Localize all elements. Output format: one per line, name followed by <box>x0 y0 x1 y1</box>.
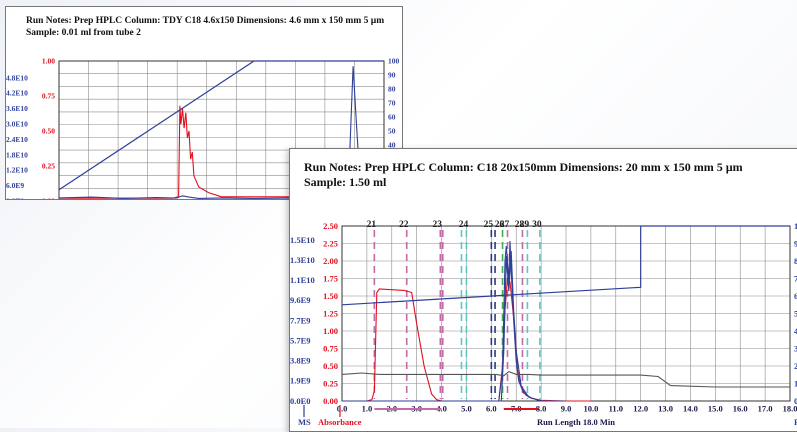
ms-tick-label: 4.8E10 <box>6 73 28 82</box>
series-line-percent <box>341 225 790 306</box>
ms-tick-label: 0.0E0 <box>6 197 24 201</box>
absorbance-tick-label: 0.25 <box>42 162 55 171</box>
ms-tick-label: 5.7E9 <box>290 335 311 345</box>
ms-tick-label: 1.1E10 <box>290 275 315 285</box>
ms-tick-label: 7.7E9 <box>290 315 311 325</box>
plot-area <box>58 60 385 199</box>
ms-tick-label: 6.0E9 <box>6 181 24 190</box>
absorbance-tick-label: 1.75 <box>323 273 338 283</box>
absorbance-tick-label: 2.50 <box>323 221 338 231</box>
percent-tick-label: 100 <box>388 57 400 66</box>
x-tick-label: 16.0 <box>733 404 748 414</box>
absorbance-tick-label: 0.50 <box>323 361 338 371</box>
run-notes-1: Run Notes: Prep HPLC Column: TDY C18 4.6… <box>26 15 384 39</box>
percent-tick-label: 7 <box>794 273 797 283</box>
percent-tick-label: 1 <box>794 221 797 231</box>
fraction-label: 29 <box>520 220 530 230</box>
absorbance-axis-label: Absorbance <box>318 417 362 427</box>
absorbance-tick-label: 0.25 <box>323 378 338 388</box>
series-line-ms-2 <box>342 250 566 402</box>
x-tick-label: 1.0 <box>362 404 373 414</box>
x-tick-label: 10.0 <box>583 404 598 414</box>
x-tick-label: 18.0 <box>783 404 797 414</box>
percent-tick-label: 1 <box>794 378 797 388</box>
x-tick-label: 15.0 <box>708 404 723 414</box>
percent-tick-label: 2 <box>794 361 797 371</box>
run-notes-line: Run Notes: Prep HPLC Column: TDY C18 4.6… <box>26 16 385 26</box>
x-tick-label: 0.0 <box>337 404 348 414</box>
ms-tick-label: 2.4E10 <box>6 135 28 144</box>
fraction-label: 23 <box>433 220 443 230</box>
ms-tick-label: 1.8E10 <box>6 150 28 159</box>
percent-tick-label: 70 <box>388 99 396 108</box>
chart-panel-2: Run Notes: Prep HPLC Column: C18 20x150m… <box>289 148 797 432</box>
sample-line: Sample: 0.01 ml from tube 2 <box>26 28 141 38</box>
series-line-uv-2 <box>341 370 790 388</box>
absorbance-tick-label: 2.25 <box>323 238 338 248</box>
ms-tick-label: 9.6E9 <box>290 295 311 305</box>
absorbance-tick-label: 0.00 <box>42 197 55 201</box>
x-tick-label: 5.0 <box>461 404 472 414</box>
x-tick-label: 6.0 <box>486 404 497 414</box>
ms-tick-label: 0.0E0 <box>290 396 311 406</box>
x-tick-label: 17.0 <box>758 404 773 414</box>
ms-tick-label: 3.8E9 <box>290 356 311 366</box>
x-tick-label: 12.0 <box>633 404 648 414</box>
fraction-label: 24 <box>459 220 469 230</box>
percent-tick-label: 80 <box>388 85 396 94</box>
percent-tick-label: 5 <box>794 308 797 318</box>
fraction-label: 25 <box>484 220 494 230</box>
fraction-label: 22 <box>399 220 409 230</box>
x-tick-label: 13.0 <box>658 404 673 414</box>
x-tick-label: 9.0 <box>561 404 572 414</box>
series-line-percent <box>58 60 384 191</box>
x-axis-title: Run Length 18.0 Min <box>537 417 615 427</box>
percent-tick-label: 6 <box>794 291 797 301</box>
ms-tick-label: 1.9E9 <box>290 376 311 386</box>
ms-tick-label: 1.2E10 <box>6 166 28 175</box>
percent-tick-label: 0 <box>794 396 797 406</box>
absorbance-tick-label: 2.00 <box>323 256 338 266</box>
absorbance-tick-label: 0.75 <box>323 343 338 353</box>
ms-tick-label: 3.0E10 <box>6 120 28 129</box>
run-notes-2: Run Notes: Prep HPLC Column: C18 20x150m… <box>304 160 743 190</box>
sample-line: Sample: 1.50 ml <box>304 175 387 189</box>
ms-tick-label: 4.2E10 <box>6 89 28 98</box>
percent-tick-label: 50 <box>388 127 396 136</box>
percent-axis-label: Perce <box>794 417 797 427</box>
percent-tick-label: 3 <box>794 343 797 353</box>
percent-tick-label: 60 <box>388 113 396 122</box>
absorbance-tick-label: 0.00 <box>323 396 338 406</box>
fraction-label: 21 <box>367 220 377 230</box>
chromatogram-2: 0.01.02.03.04.05.06.07.08.09.010.011.012… <box>290 220 797 427</box>
x-tick-label: 8.0 <box>536 404 547 414</box>
absorbance-tick-label: 1.25 <box>323 308 338 318</box>
x-tick-label: 11.0 <box>609 404 623 414</box>
absorbance-tick-label: 0.50 <box>42 127 55 136</box>
percent-tick-label: 40 <box>388 141 396 150</box>
absorbance-tick-label: 1.00 <box>42 57 55 66</box>
percent-tick-label: 90 <box>388 71 396 80</box>
ms-tick-label: 1.5E10 <box>290 235 315 245</box>
fraction-label: 27 <box>500 220 510 230</box>
percent-tick-label: 8 <box>794 256 797 266</box>
run-notes-line: Run Notes: Prep HPLC Column: C18 20x150m… <box>304 160 743 174</box>
x-tick-label: 14.0 <box>683 404 698 414</box>
percent-tick-label: 9 <box>794 238 797 248</box>
percent-tick-label: 4 <box>794 326 797 336</box>
absorbance-tick-label: 0.75 <box>42 92 55 101</box>
fraction-label: 30 <box>532 220 542 230</box>
absorbance-tick-label: 1.00 <box>323 326 338 336</box>
ms-tick-label: 3.6E10 <box>6 104 28 113</box>
fraction-label: 26 <box>495 220 505 230</box>
ms-axis-label: MS <box>298 417 311 427</box>
absorbance-tick-label: 1.50 <box>323 291 338 301</box>
ms-tick-label: 1.3E10 <box>290 255 315 265</box>
fraction-label: 28 <box>515 220 525 230</box>
